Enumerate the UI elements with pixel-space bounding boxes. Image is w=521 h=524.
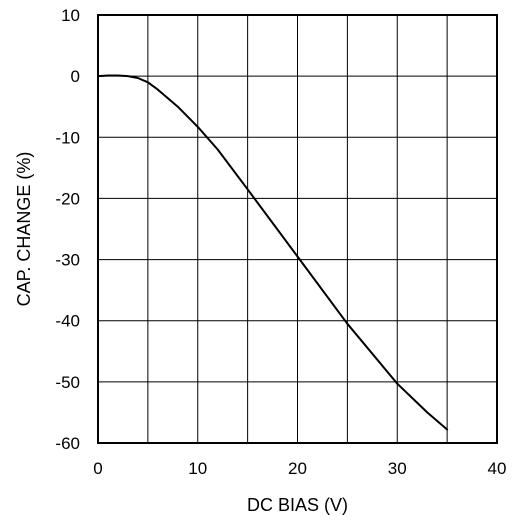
x-axis-label: DC BIAS (V) [247, 495, 348, 515]
x-tick-label: 20 [288, 459, 307, 478]
x-tick-label: 0 [93, 459, 102, 478]
y-axis-ticks: 10 0 -10 -20 -30 -40 -50 -60 [55, 6, 80, 453]
y-tick-label: 0 [71, 67, 80, 86]
y-tick-label: -50 [55, 373, 80, 392]
x-tick-label: 30 [388, 459, 407, 478]
y-tick-label: -10 [55, 128, 80, 147]
y-tick-label: -20 [55, 189, 80, 208]
y-tick-label: -30 [55, 251, 80, 270]
series-layer [97, 74, 449, 431]
x-tick-label: 10 [188, 459, 207, 478]
y-tick-label: -60 [55, 434, 80, 453]
grid [98, 15, 497, 443]
y-tick-label: 10 [61, 6, 80, 25]
series-line [97, 74, 449, 431]
x-axis-ticks: 0 10 20 30 40 [93, 459, 506, 478]
x-tick-label: 40 [488, 459, 507, 478]
plot-frame [97, 14, 498, 444]
y-axis-label: CAP. CHANGE (%) [14, 152, 34, 307]
y-tick-label: -40 [55, 312, 80, 331]
